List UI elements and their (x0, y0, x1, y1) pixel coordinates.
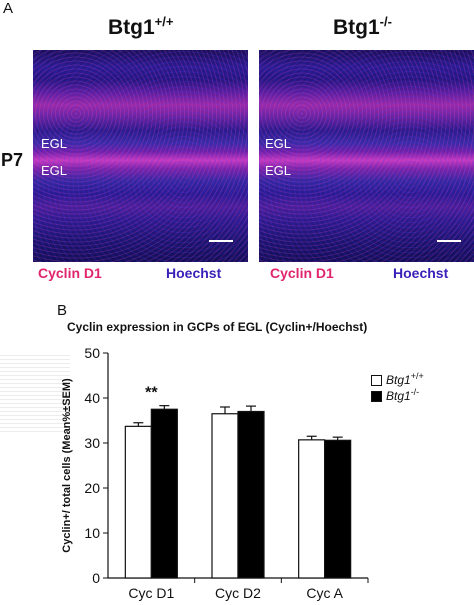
bar-1 (324, 439, 352, 579)
legend-ko-base: Btg1 (386, 389, 411, 403)
background-smear (0, 355, 70, 435)
genotype-wt-sup: +/+ (154, 14, 174, 29)
panel-b-label: B (57, 302, 68, 319)
genotype-wt-base: Btg1 (108, 16, 155, 39)
age-label: P7 (1, 150, 24, 170)
scale-bar-ko (437, 240, 461, 242)
panel-a-label: A (3, 0, 14, 17)
legend-wt-sup: +/+ (410, 371, 424, 381)
genotype-ko-label: Btg1-/- (333, 14, 392, 40)
legend-item-ko: Btg1-/- (371, 387, 419, 403)
y-tick-label: 50 (84, 345, 100, 361)
stain-label-red-wt: Cyclin D1 (38, 265, 102, 281)
x-tick-label: Cyc D2 (215, 585, 261, 601)
genotype-ko-base: Btg1 (333, 16, 380, 39)
egl-label-lower-ko: EGL (265, 163, 292, 178)
y-axis-label: Cyclin+/ total cells (Mean%±SEM) (61, 378, 73, 553)
legend-ko-sup: -/- (410, 387, 420, 397)
genotype-ko-sup: -/- (379, 14, 392, 29)
legend-item-wt: Btg1+/+ (371, 371, 424, 387)
legend-swatch-ko (371, 391, 382, 403)
y-tick-label: 40 (84, 390, 100, 406)
scale-bar-wt (209, 240, 233, 242)
micrograph-wt: EGL EGL (33, 50, 248, 262)
x-tick-label: Cyc D1 (128, 585, 174, 601)
bar-1 (150, 408, 178, 579)
stain-label-blue-ko: Hoechst (393, 265, 449, 281)
bar-0 (298, 439, 326, 579)
y-tick-label: 0 (92, 570, 100, 586)
y-tick-label: 10 (84, 525, 100, 541)
genotype-wt-label: Btg1+/+ (108, 14, 173, 40)
significance-label: ** (145, 385, 158, 402)
legend-wt-base: Btg1 (386, 373, 411, 387)
chart-title: Cyclin expression in GCPs of EGL (Cyclin… (67, 320, 368, 334)
bar-0 (124, 425, 152, 579)
x-tick-label: Cyc A (306, 585, 343, 601)
micrograph-ko: EGL EGL (259, 50, 474, 262)
egl-label-lower: EGL (41, 163, 68, 178)
y-tick-label: 20 (84, 480, 100, 496)
stain-label-red-ko: Cyclin D1 (270, 265, 334, 281)
egl-label-upper: EGL (41, 136, 68, 151)
bar-0 (211, 413, 239, 579)
legend-swatch-wt (371, 375, 382, 387)
bar-1 (237, 410, 265, 579)
stain-label-blue-wt: Hoechst (166, 265, 222, 281)
egl-label-upper-ko: EGL (265, 136, 292, 151)
y-tick-label: 30 (84, 435, 100, 451)
